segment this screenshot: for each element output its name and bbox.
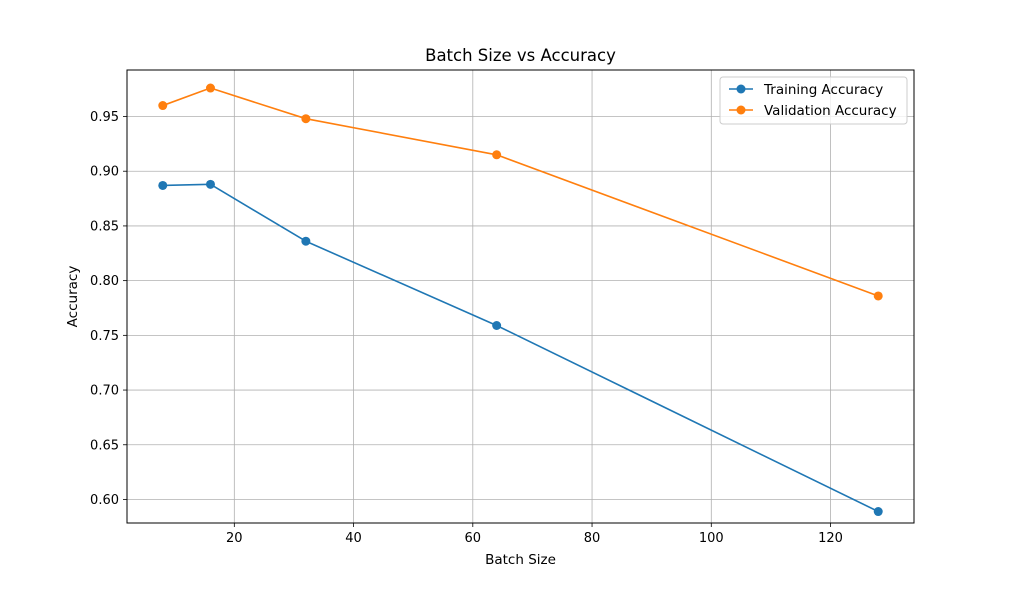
x-tick-label: 100	[699, 531, 724, 546]
data-point	[873, 507, 883, 517]
legend-label: Validation Accuracy	[764, 103, 897, 119]
grid-lines	[127, 70, 914, 523]
data-point	[301, 236, 311, 246]
y-tick-label: 0.70	[90, 384, 119, 399]
y-tick-label: 0.85	[90, 219, 119, 234]
data-point	[492, 320, 502, 330]
data-point	[492, 150, 502, 160]
legend-entries: Training Accuracy Validation Accuracy	[729, 82, 897, 119]
x-tick-label: 60	[465, 531, 482, 546]
x-axis-ticks: 20 40 60 80 100 120	[226, 523, 843, 546]
x-axis-label: Batch Size	[485, 552, 556, 568]
legend-marker	[736, 105, 746, 115]
chart-title: Batch Size vs Accuracy	[425, 46, 616, 65]
data-point	[158, 180, 168, 190]
y-tick-label: 0.75	[90, 329, 119, 344]
y-axis-ticks: 0.60 0.65 0.70 0.75 0.80 0.85 0.90 0.95	[90, 110, 127, 508]
data-point	[873, 291, 883, 301]
data-point	[205, 83, 215, 93]
legend-box	[719, 76, 908, 125]
x-tick-label: 40	[345, 531, 362, 546]
x-tick-label: 120	[818, 531, 843, 546]
legend-label: Training Accuracy	[763, 82, 883, 98]
y-tick-label: 0.95	[90, 110, 119, 125]
x-tick-label: 20	[226, 531, 243, 546]
legend-entry: Validation Accuracy	[729, 103, 897, 119]
plot-frame	[126, 69, 915, 524]
series-layer	[158, 83, 883, 517]
legend: Training Accuracy Validation Accuracy	[719, 76, 908, 125]
y-tick-label: 0.90	[90, 165, 119, 180]
legend-marker	[736, 84, 746, 94]
y-tick-label: 0.65	[90, 438, 119, 453]
y-axis-label: Accuracy	[65, 266, 81, 328]
legend-entry: Training Accuracy	[729, 82, 883, 98]
data-point	[158, 101, 168, 111]
data-point	[205, 179, 215, 189]
y-tick-label: 0.60	[90, 493, 119, 508]
data-point	[301, 114, 311, 124]
series-1	[158, 179, 883, 517]
y-tick-label: 0.80	[90, 274, 119, 289]
x-tick-label: 80	[584, 531, 601, 546]
series-2	[158, 83, 883, 301]
